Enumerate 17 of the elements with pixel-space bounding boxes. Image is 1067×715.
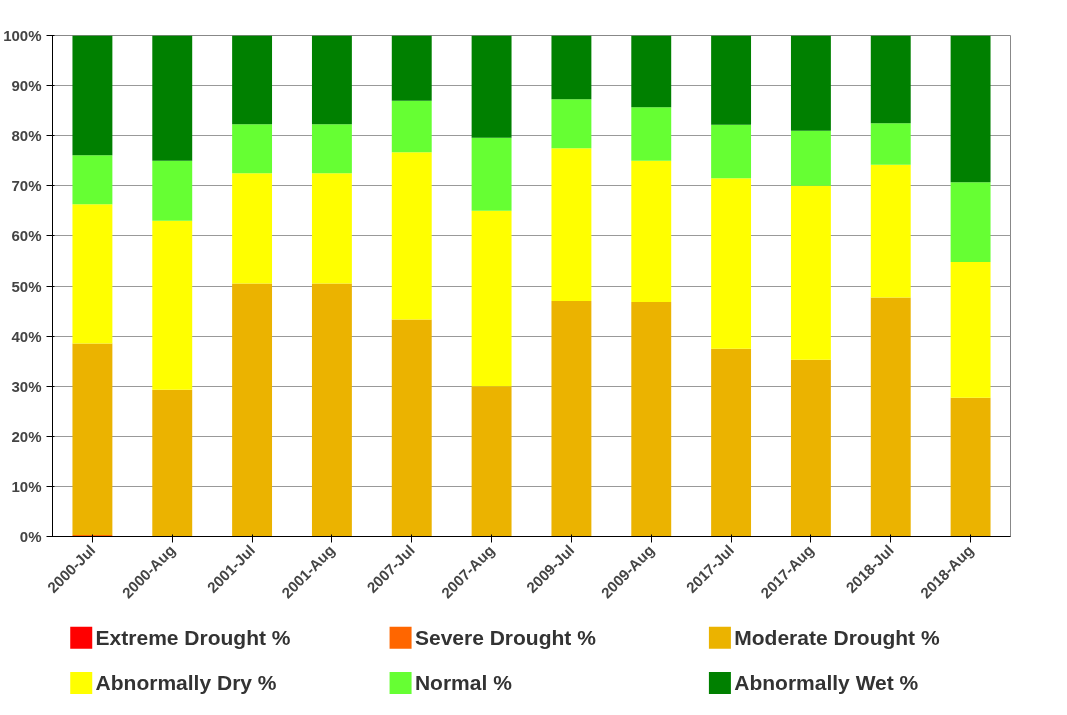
- y-tick-label: 60%: [11, 227, 42, 245]
- legend-label: Normal %: [414, 671, 513, 695]
- y-tick-label: 30%: [11, 377, 42, 395]
- y-tick-label: 90%: [11, 77, 42, 95]
- y-tick-label: 80%: [11, 127, 42, 145]
- legend-label: Moderate Drought %: [734, 626, 940, 650]
- y-tick-label: 10%: [11, 477, 42, 495]
- legend-label: Abnormally Dry %: [95, 671, 277, 695]
- y-tick-label: 100%: [3, 27, 42, 44]
- legend-label: Severe Drought %: [414, 626, 597, 650]
- legend-label: Abnormally Wet %: [734, 671, 919, 695]
- y-tick-label: 70%: [11, 177, 42, 195]
- y-tick-label: 20%: [11, 427, 42, 445]
- y-tick-label: 0%: [19, 528, 42, 545]
- y-tick-label: 50%: [11, 277, 42, 295]
- y-tick-label: 40%: [11, 327, 42, 345]
- legend-label: Extreme Drought %: [95, 626, 291, 650]
